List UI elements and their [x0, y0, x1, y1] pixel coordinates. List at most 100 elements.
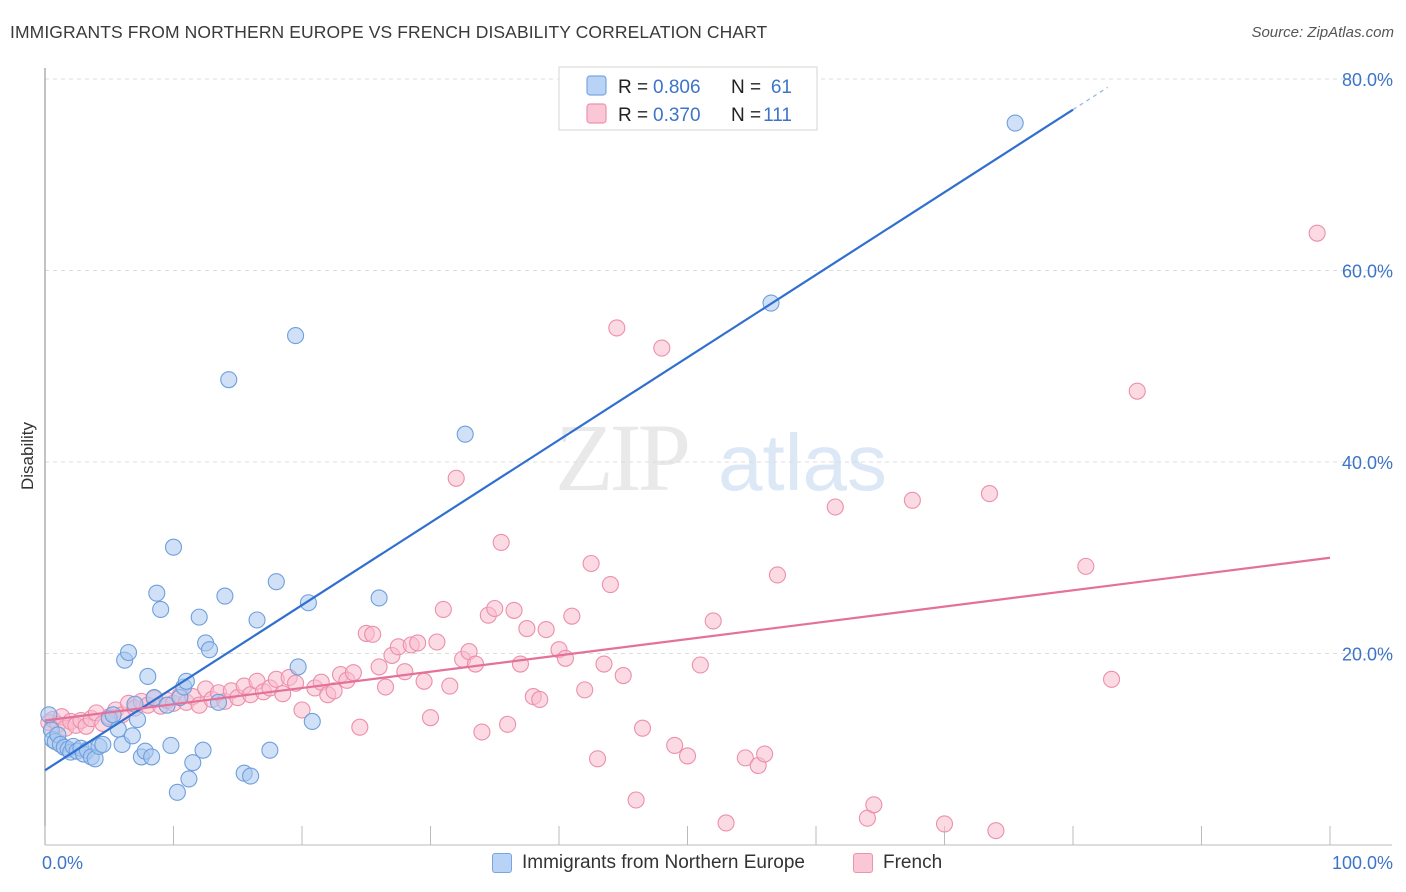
y-axis-label: Disability [18, 421, 37, 490]
legend-item-french[interactable]: French [853, 852, 942, 874]
data-point [473, 723, 491, 741]
data-point [421, 709, 440, 727]
legend-swatch-northern-europe [492, 853, 512, 873]
data-point [987, 822, 1005, 840]
data-point [980, 485, 999, 503]
data-point [518, 620, 536, 638]
legend-label-northern-europe: Immigrants from Northern Europe [522, 852, 805, 873]
data-point [104, 706, 122, 724]
legend-n-value-pink: 111 [763, 105, 792, 126]
data-point [287, 327, 305, 345]
data-point [194, 741, 212, 759]
data-point [576, 681, 594, 699]
chart-title: IMMIGRANTS FROM NORTHERN EUROPE VS FRENC… [10, 22, 768, 42]
data-point [614, 666, 632, 685]
y-tick-labels: 20.0% 40.0% 60.0% 80.0% [1342, 70, 1393, 665]
x-axis-ticks [44, 826, 1331, 845]
data-point [376, 678, 395, 696]
trend-line-northern-europe-extension [1072, 86, 1109, 111]
data-point [351, 718, 369, 736]
legend-swatch-pink [586, 103, 607, 124]
data-point [717, 814, 735, 832]
data-point [704, 612, 722, 630]
data-point [119, 643, 138, 662]
data-point [303, 712, 321, 731]
legend-n-value-blue: 61 [771, 77, 792, 98]
legend-n-label-blue: N = [731, 77, 761, 98]
data-point [447, 469, 465, 487]
data-point [595, 655, 613, 673]
data-point [499, 715, 517, 733]
data-point [666, 736, 684, 754]
data-point [505, 601, 523, 619]
northern-europe-points [40, 114, 1024, 801]
data-point [511, 655, 530, 673]
legend-item-northern-europe[interactable]: Immigrants from Northern Europe [492, 852, 805, 874]
legend-r-value-pink: 0.370 [653, 105, 701, 126]
legend-r-label-blue: R = [618, 77, 648, 98]
data-point [261, 741, 279, 759]
data-point [396, 663, 414, 681]
data-point [344, 664, 362, 682]
data-point [531, 690, 549, 709]
data-point [1103, 670, 1121, 688]
data-point [168, 783, 186, 801]
data-point [148, 584, 166, 602]
correlation-legend: R = 0.806 N = 61 R = 0.370 N = 111 [558, 66, 818, 131]
legend-swatch-blue [586, 75, 607, 96]
data-point [756, 745, 774, 763]
y-tick-label: 40.0% [1342, 453, 1393, 473]
data-point [466, 655, 485, 673]
trend-line-northern-europe [44, 108, 1074, 772]
data-point [370, 658, 388, 676]
data-point [563, 607, 581, 625]
trend-lines [44, 86, 1331, 772]
x-tick-label-min: 0.0% [42, 853, 83, 873]
data-point [653, 339, 671, 357]
data-point [903, 491, 921, 509]
data-point [1077, 557, 1095, 575]
data-point [627, 791, 645, 809]
data-point [162, 736, 180, 754]
data-point [826, 498, 844, 516]
data-point [164, 538, 183, 556]
data-point [428, 633, 446, 651]
x-tick-label-max: 100.0% [1332, 853, 1393, 873]
data-point [633, 719, 652, 737]
watermark-atlas: atlas [718, 418, 887, 507]
data-point [556, 649, 574, 667]
data-point [267, 573, 285, 591]
data-point [370, 589, 388, 607]
data-point [143, 748, 161, 766]
data-point [1006, 114, 1024, 132]
data-point [415, 672, 433, 690]
data-point [486, 599, 504, 618]
data-point [248, 611, 266, 629]
data-point [242, 767, 260, 785]
french-points [40, 224, 1326, 840]
data-point [216, 587, 234, 605]
data-point [1308, 224, 1326, 242]
data-point [492, 533, 510, 551]
data-point [935, 815, 954, 833]
data-point [588, 750, 607, 768]
data-point [691, 656, 709, 674]
data-point [601, 576, 619, 594]
legend-r-label-pink: R = [618, 105, 648, 126]
series-legend: Immigrants from Northern Europe French [0, 852, 1406, 878]
data-point [434, 600, 452, 619]
y-tick-label: 60.0% [1342, 262, 1393, 282]
data-point [180, 770, 198, 788]
data-point [289, 658, 307, 676]
source-label: Source: ZipAtlas.com [1251, 24, 1394, 41]
data-point [409, 634, 427, 652]
data-point [768, 566, 787, 584]
legend-r-value-blue: 0.806 [653, 77, 701, 98]
gridlines [45, 78, 1392, 654]
data-point [152, 600, 170, 619]
data-point [190, 608, 208, 626]
watermark-zip: ZIP [555, 404, 688, 511]
data-point [608, 319, 626, 337]
data-point [582, 554, 600, 573]
